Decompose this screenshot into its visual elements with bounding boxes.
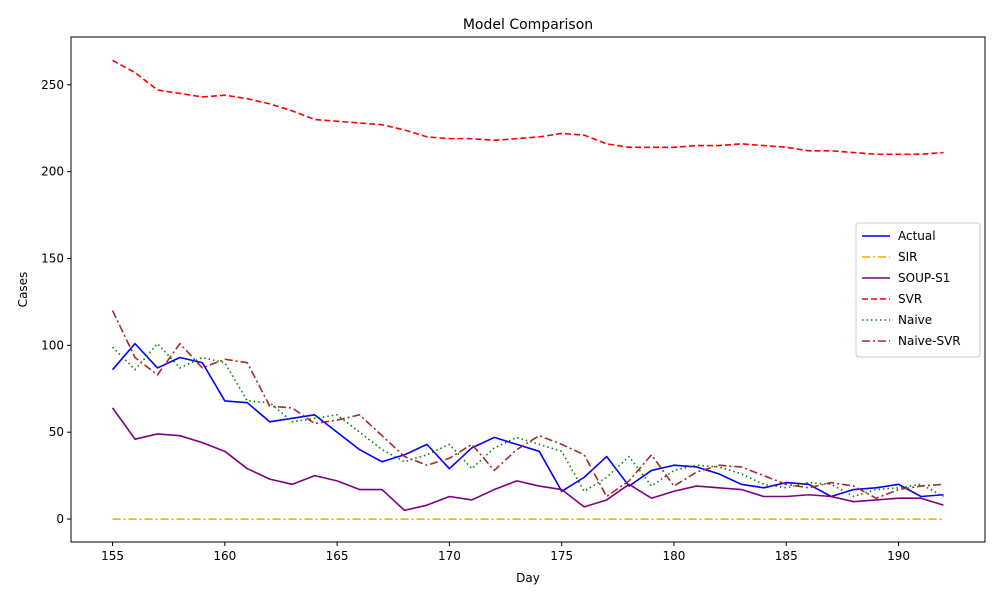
series-line-svr: [112, 59, 944, 156]
legend-label: SIR: [898, 250, 918, 264]
x-tick-label: 190: [887, 549, 910, 563]
y-tick-label: 250: [41, 78, 64, 92]
x-tick-label: 165: [326, 549, 349, 563]
legend: Actual SIR SOUP-S1 SVR Naive Naive-SVR: [855, 222, 981, 358]
x-tick-label: 185: [775, 549, 798, 563]
legend-label: SVR: [898, 292, 922, 306]
axes-frame: [70, 36, 986, 543]
series-line-actual: [111, 342, 944, 498]
legend-label: Actual: [898, 229, 936, 243]
x-tick-label: 155: [101, 549, 124, 563]
x-tick-label: 180: [663, 549, 686, 563]
series-line-soup-s1: [111, 407, 944, 512]
y-axis-ticks: 0 50 100 150 200 250: [41, 78, 71, 526]
legend-label: Naive-SVR: [898, 334, 961, 348]
legend-label: Naive: [898, 313, 932, 327]
x-tick-label: 170: [438, 549, 461, 563]
x-tick-label: 160: [213, 549, 236, 563]
x-axis-title: Day: [516, 571, 540, 585]
x-axis-ticks: 155 160 165 170 175 180 185 190: [101, 542, 910, 563]
y-tick-label: 100: [41, 338, 64, 352]
legend-label: SOUP-S1: [898, 271, 950, 285]
chart-title: Model Comparison: [463, 17, 593, 33]
series-lines: [111, 59, 944, 520]
legend-box: [855, 222, 981, 358]
x-tick-label: 175: [550, 549, 573, 563]
series-line-naive-svr: [111, 310, 944, 500]
y-tick-label: 0: [56, 512, 64, 526]
y-axis-title: Cases: [16, 272, 30, 308]
y-tick-label: 50: [49, 425, 64, 439]
plot-area: 155 160 165 170 175 180 185 190 0 50 100 150 200 250: [41, 36, 986, 563]
y-tick-label: 150: [41, 251, 64, 265]
y-tick-label: 200: [41, 165, 64, 179]
